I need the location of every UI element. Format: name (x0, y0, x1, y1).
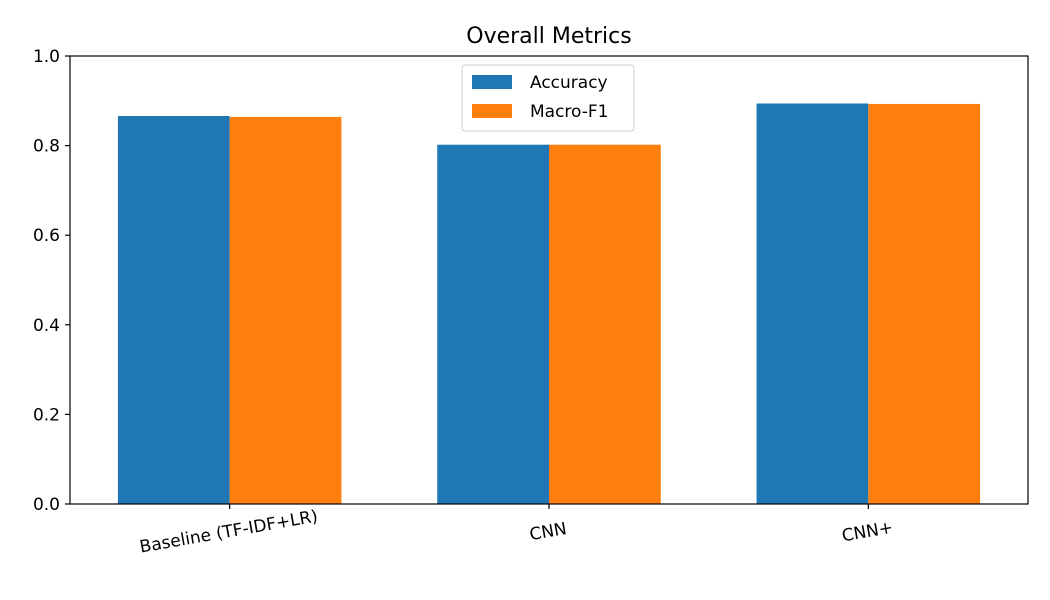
legend-swatch-accuracy (472, 75, 512, 89)
x-axis: Baseline (TF-IDF+LR) CNN CNN+ (138, 504, 895, 558)
x-tick-label: CNN (528, 519, 568, 545)
bar-accuracy-1 (437, 144, 549, 504)
bars-group (117, 103, 981, 505)
chart-title: Overall Metrics (466, 24, 631, 49)
y-tick-label: 0.2 (33, 405, 60, 425)
bar-macro-f1-0 (229, 116, 342, 505)
y-tick-label: 0.8 (33, 137, 60, 157)
y-axis: 0.0 0.2 0.4 0.6 0.8 1.0 (33, 47, 70, 515)
legend-swatch-macro-f1 (472, 104, 512, 118)
y-tick-label: 1.0 (33, 47, 60, 67)
bar-macro-f1-2 (868, 103, 981, 504)
x-tick-label: CNN+ (840, 518, 894, 547)
bar-macro-f1-1 (549, 144, 661, 504)
legend-label: Accuracy (530, 73, 608, 93)
bar-accuracy-0 (117, 116, 230, 504)
x-tick-label: Baseline (TF-IDF+LR) (138, 507, 319, 558)
y-tick-label: 0.0 (33, 495, 60, 515)
legend: Accuracy Macro-F1 (461, 64, 635, 132)
y-tick-label: 0.4 (33, 316, 60, 336)
legend-label: Macro-F1 (530, 102, 609, 122)
bar-accuracy-2 (756, 103, 869, 505)
y-tick-label: 0.6 (33, 226, 60, 246)
